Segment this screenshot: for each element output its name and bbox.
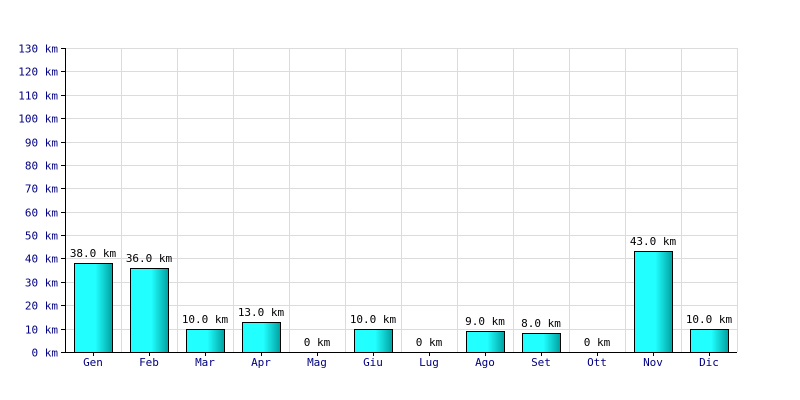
y-tick-label: 70 km	[25, 183, 58, 196]
y-tick-label: 0 km	[32, 347, 59, 360]
data-label: 9.0 km	[465, 315, 505, 328]
bar	[74, 263, 113, 353]
y-tick-label: 60 km	[25, 207, 58, 220]
bar	[130, 268, 169, 353]
y-tick-label: 40 km	[25, 253, 58, 266]
bar	[354, 329, 393, 353]
x-tick-label: Mar	[195, 356, 215, 369]
y-axis-labels: 0 km 10 km 20 km 30 km 40 km 50 km 60 km 70 km 8…	[18, 43, 58, 360]
data-label: 0 km	[584, 336, 611, 349]
bar	[242, 322, 281, 353]
y-tick-label: 80 km	[25, 160, 58, 173]
x-tick-label: Feb	[139, 356, 159, 369]
x-tick-label: Ott	[587, 356, 607, 369]
y-tick-label: 130 km	[18, 43, 58, 56]
bar	[634, 251, 673, 353]
axes	[61, 48, 737, 356]
x-tick-label: Mag	[307, 356, 327, 369]
y-tick-label: 50 km	[25, 230, 58, 243]
grid	[65, 48, 738, 353]
bar	[186, 329, 225, 353]
x-tick-label: Lug	[419, 356, 439, 369]
y-tick-label: 20 km	[25, 300, 58, 313]
x-tick-label: Apr	[251, 356, 271, 369]
x-tick-label: Ago	[475, 356, 495, 369]
x-tick-label: Giu	[363, 356, 383, 369]
bar	[466, 331, 505, 353]
x-tick-label: Nov	[643, 356, 663, 369]
data-label: 10.0 km	[350, 313, 397, 326]
data-label: 13.0 km	[238, 306, 285, 319]
x-axis-labels: Gen Feb Mar Apr Mag Giu Lug Ago Set Ott Nov Dic	[83, 356, 719, 369]
data-labels: 38.0 km 36.0 km 10.0 km 13.0 km 0 km 10.0 km 0…	[70, 235, 733, 349]
x-tick-label: Dic	[699, 356, 719, 369]
data-label: 10.0 km	[686, 313, 733, 326]
data-label: 43.0 km	[630, 235, 677, 248]
bar	[690, 329, 729, 353]
data-label: 0 km	[416, 336, 443, 349]
y-tick-label: 100 km	[18, 113, 58, 126]
y-tick-label: 90 km	[25, 137, 58, 150]
data-label: 10.0 km	[182, 313, 229, 326]
y-tick-label: 10 km	[25, 324, 58, 337]
data-label: 38.0 km	[70, 247, 117, 260]
y-tick-label: 120 km	[18, 66, 58, 79]
data-label: 36.0 km	[126, 252, 173, 265]
data-label: 8.0 km	[521, 317, 561, 330]
bars	[74, 251, 729, 353]
x-tick-label: Gen	[83, 356, 103, 369]
data-label: 0 km	[304, 336, 331, 349]
y-tick-label: 30 km	[25, 277, 58, 290]
bar	[522, 333, 561, 353]
y-tick-label: 110 km	[18, 90, 58, 103]
x-tick-label: Set	[531, 356, 551, 369]
